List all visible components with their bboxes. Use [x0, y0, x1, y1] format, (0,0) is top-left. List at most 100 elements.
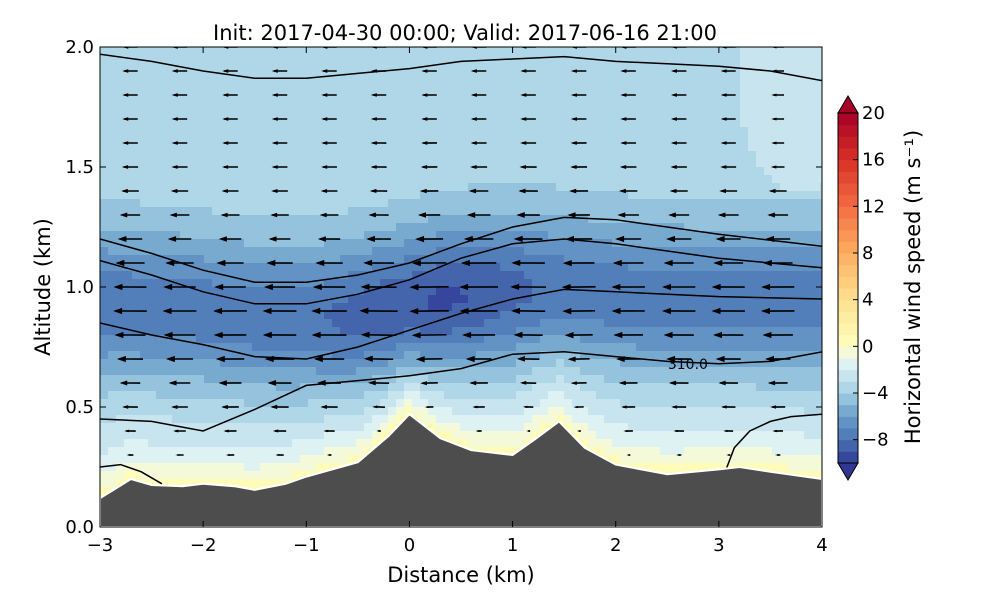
contour-cell [204, 71, 213, 80]
contour-cell [172, 111, 181, 120]
contour-cell [156, 463, 165, 472]
contour-cell [100, 127, 109, 136]
contour-cell [588, 103, 597, 112]
contour-cell [708, 399, 717, 408]
contour-cell [500, 71, 509, 80]
contour-cell [604, 183, 613, 192]
contour-cell [436, 63, 445, 72]
contour-cell [220, 287, 229, 296]
contour-cell [740, 303, 749, 312]
contour-cell [612, 351, 621, 360]
contour-cell [132, 239, 141, 248]
contour-cell [420, 295, 429, 304]
contour-cell [756, 263, 765, 272]
contour-cell [196, 71, 205, 80]
contour-cell [308, 319, 317, 328]
contour-cell [276, 111, 285, 120]
contour-cell [756, 167, 765, 176]
contour-cell [316, 439, 325, 448]
contour-cell [692, 239, 701, 248]
contour-cell [132, 463, 141, 472]
contour-cell [732, 415, 741, 424]
contour-cell [228, 47, 237, 56]
contour-cell [436, 303, 445, 312]
contour-cell [220, 391, 229, 400]
contour-cell [284, 231, 293, 240]
contour-cell [724, 407, 733, 416]
contour-cell [628, 335, 637, 344]
contour-cell [196, 207, 205, 216]
contour-cell [708, 191, 717, 200]
contour-cell [100, 199, 109, 208]
contour-cell [716, 327, 725, 336]
contour-cell [748, 143, 757, 152]
contour-cell [460, 343, 469, 352]
contour-cell [228, 303, 237, 312]
contour-cell [412, 207, 421, 216]
contour-cell [468, 87, 477, 96]
contour-cell [444, 391, 453, 400]
contour-cell [108, 103, 117, 112]
contour-cell [188, 63, 197, 72]
contour-cell [100, 287, 109, 296]
contour-cell [540, 311, 549, 320]
contour-cell [532, 71, 541, 80]
contour-cell [116, 311, 125, 320]
contour-cell [204, 415, 213, 424]
contour-cell [708, 55, 717, 64]
contour-cell [284, 207, 293, 216]
contour-cell [500, 431, 509, 440]
contour-cell [596, 343, 605, 352]
contour-cell [276, 359, 285, 368]
contour-cell [756, 231, 765, 240]
contour-cell [572, 111, 581, 120]
contour-cell [676, 167, 685, 176]
contour-cell [588, 431, 597, 440]
contour-cell [732, 55, 741, 64]
contour-cell [444, 167, 453, 176]
contour-cell [524, 351, 533, 360]
contour-cell [604, 87, 613, 96]
contour-cell [268, 367, 277, 376]
contour-cell [404, 319, 413, 328]
contour-cell [396, 167, 405, 176]
contour-cell [372, 79, 381, 88]
contour-cell [540, 111, 549, 120]
contour-cell [540, 207, 549, 216]
contour-cell [452, 359, 461, 368]
contour-cell [388, 239, 397, 248]
contour-cell [596, 399, 605, 408]
contour-cell [420, 367, 429, 376]
contour-cell [188, 159, 197, 168]
contour-cell [724, 239, 733, 248]
contour-cell [716, 71, 725, 80]
contour-cell [204, 375, 213, 384]
contour-cell [692, 383, 701, 392]
contour-cell [220, 47, 229, 56]
contour-cell [196, 423, 205, 432]
contour-cell [172, 151, 181, 160]
contour-cell [652, 287, 661, 296]
contour-cell [180, 255, 189, 264]
contour-cell [436, 255, 445, 264]
contour-cell [660, 351, 669, 360]
contour-cell [308, 311, 317, 320]
contour-cell [348, 151, 357, 160]
contour-cell [244, 263, 253, 272]
contour-cell [340, 175, 349, 184]
contour-cell [620, 343, 629, 352]
contour-cell [516, 231, 525, 240]
contour-cell [164, 287, 173, 296]
contour-cell [508, 263, 517, 272]
contour-cell [316, 423, 325, 432]
contour-cell [244, 87, 253, 96]
contour-cell [692, 343, 701, 352]
contour-cell [180, 231, 189, 240]
contour-cell [420, 79, 429, 88]
contour-cell [316, 55, 325, 64]
contour-cell [340, 255, 349, 264]
contour-cell [148, 119, 157, 128]
contour-cell [284, 247, 293, 256]
contour-cell [116, 335, 125, 344]
contour-cell [412, 351, 421, 360]
